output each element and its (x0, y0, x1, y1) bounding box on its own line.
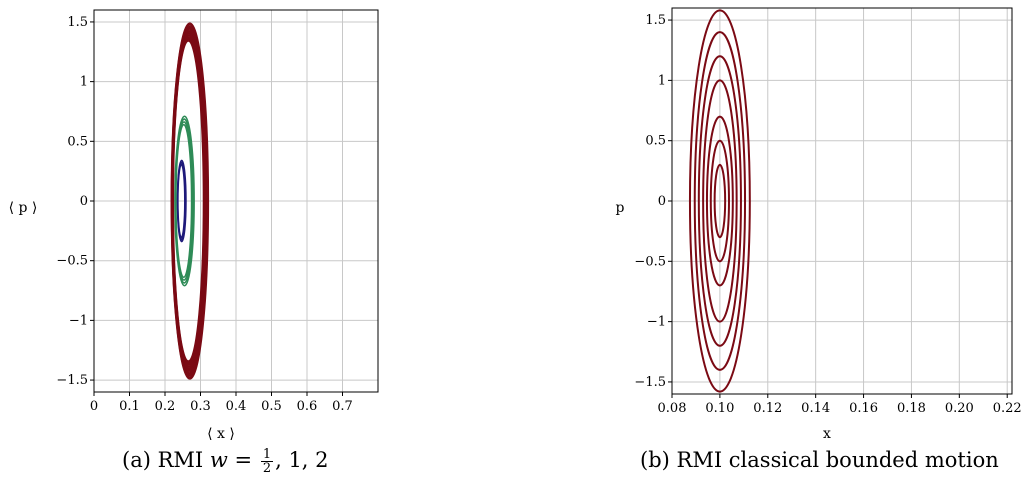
x-axis-label: ⟨ x ⟩ (207, 426, 235, 440)
x-tick-label: 0.7 (332, 399, 353, 414)
x-tick-label: 0.12 (753, 401, 782, 416)
orbits (170, 22, 210, 380)
caption-a-eq: = (227, 448, 259, 472)
y-tick-label: −0.5 (634, 254, 666, 269)
y-axis-label: ⟨ p ⟩ (9, 200, 38, 216)
orbit-curve (176, 159, 187, 243)
caption-b: (b) RMI classical bounded motion (640, 448, 999, 472)
y-tick-label: 1.5 (645, 13, 666, 28)
y-tick-label: −1 (647, 315, 666, 330)
orbit-curve (697, 55, 742, 347)
x-tick-label: 0.5 (261, 399, 282, 414)
y-tick-label: −1.5 (634, 375, 666, 390)
orbit-curve (702, 79, 738, 323)
chart-rmi-quantum: 0 0.1 0.2 0.3 0.4 0.5 0.6 0.7 −1.5 −1 −0.5 0 0.5 1 1.5… (9, 9, 379, 440)
y-tick-label: 1.5 (67, 15, 88, 30)
y-tick-label: −0.5 (56, 254, 88, 269)
caption-a-frac-den: 2 (262, 461, 272, 476)
x-tick-label: 0.08 (658, 401, 687, 416)
x-tick-label: 0.22 (993, 401, 1022, 416)
caption-a-var: w (209, 448, 228, 472)
x-tick-label: 0.10 (705, 401, 734, 416)
x-tick-label: 0.18 (897, 401, 926, 416)
y-tick-label: 1 (80, 75, 88, 90)
caption-a-frac-num: 1 (260, 447, 274, 462)
orbits (688, 9, 751, 393)
orbit-curve (693, 31, 747, 371)
x-tick-label: 0.4 (226, 399, 247, 414)
y-tick-label: 1 (658, 73, 666, 88)
x-tick-label: 0.3 (190, 399, 211, 414)
x-tick-label: 0.2 (155, 399, 176, 414)
plot-frame (671, 7, 1013, 395)
orbit-curve (713, 163, 727, 239)
chart-rmi-classical: 0.08 0.10 0.12 0.14 0.16 0.18 0.20 0.22 −1.5 −1 −0… (616, 7, 1022, 440)
figure: 0 0.1 0.2 0.3 0.4 0.5 0.6 0.7 −1.5 −1 −0.5 0 0.5 1 1.5… (9, 7, 1022, 440)
y-tick-label: 0.5 (645, 134, 666, 149)
y-tick-label: −1.5 (56, 373, 88, 388)
y-axis-label: p (616, 200, 625, 216)
plot-frame (93, 9, 379, 393)
x-tick-label: 0.6 (297, 399, 318, 414)
y-tick-label: −1 (69, 313, 88, 328)
orbit-curve (174, 115, 195, 287)
caption-a-rest: , 1, 2 (275, 448, 329, 472)
orbit-curve (705, 115, 734, 287)
x-tick-label: 0.16 (849, 401, 878, 416)
x-tick-label: 0 (90, 399, 98, 414)
x-axis-label: x (823, 426, 831, 440)
y-tick-label: 0.5 (67, 134, 88, 149)
orbit-curve (709, 139, 730, 263)
y-tick-label: 0 (80, 194, 88, 209)
x-tick-label: 0.1 (119, 399, 140, 414)
orbit-curve (170, 22, 210, 380)
caption-a-prefix: (a) RMI (122, 448, 210, 472)
orbit-curve (688, 9, 751, 393)
y-tick-label: 0 (658, 194, 666, 209)
x-tick-label: 0.14 (801, 401, 830, 416)
x-tick-label: 0.20 (945, 401, 974, 416)
